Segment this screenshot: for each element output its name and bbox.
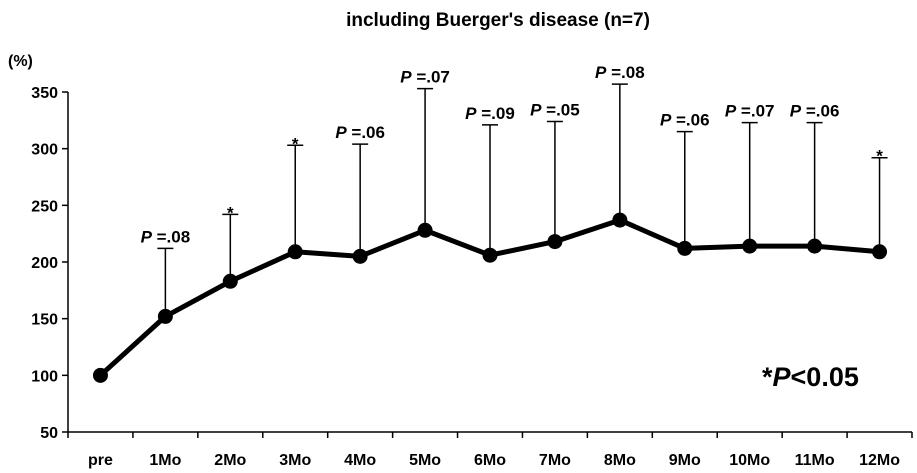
x-tick-label: 3Mo xyxy=(279,452,311,469)
x-tick-label: 1Mo xyxy=(149,452,181,469)
p-value-annotation: P =.06 xyxy=(660,111,710,130)
data-point xyxy=(417,222,433,238)
x-tick-label: pre xyxy=(88,452,113,469)
y-axis-unit: (%) xyxy=(8,53,33,70)
p-value-italic: P xyxy=(400,68,412,87)
p-value-text: =.06 xyxy=(671,111,709,130)
series xyxy=(92,83,888,383)
p-value-text: =.09 xyxy=(477,104,515,123)
significance-legend-prefix: * xyxy=(762,362,773,392)
p-value-italic: P xyxy=(725,102,737,121)
y-tick-label: 100 xyxy=(31,368,58,385)
p-value-text: =.07 xyxy=(412,68,450,87)
p-value-annotation: P =.08 xyxy=(141,227,191,246)
y-tick-label: 250 xyxy=(31,198,58,215)
data-point xyxy=(807,238,823,254)
data-point xyxy=(482,247,498,263)
p-value-text: =.08 xyxy=(606,63,644,82)
significance-legend-italic: P xyxy=(773,362,792,392)
x-tick-label: 2Mo xyxy=(214,452,246,469)
p-value-italic: P xyxy=(530,100,542,119)
data-point xyxy=(222,273,238,289)
significance-legend-suffix: <0.05 xyxy=(791,362,859,392)
x-tick-label: 7Mo xyxy=(539,452,571,469)
y-tick-label: 350 xyxy=(31,85,58,102)
y-tick-label: 300 xyxy=(31,142,58,159)
p-value-annotation: P =.07 xyxy=(400,68,450,87)
data-point xyxy=(872,244,888,260)
p-value-annotation: P =.05 xyxy=(530,100,580,119)
data-point xyxy=(612,212,628,228)
p-value-text: =.08 xyxy=(152,227,190,246)
x-tick-label: 11Mo xyxy=(795,452,835,469)
x-tick-label: 6Mo xyxy=(474,452,506,469)
x-tick-label: 9Mo xyxy=(669,452,701,469)
p-value-italic: P xyxy=(141,227,153,246)
p-value-text: =.06 xyxy=(801,102,839,121)
y-tick-label: 200 xyxy=(31,255,58,272)
p-value-text: =.07 xyxy=(736,102,774,121)
y-tick-label: 150 xyxy=(31,312,58,329)
y-tick-label: 50 xyxy=(40,425,58,442)
data-point xyxy=(92,367,108,383)
p-value-italic: P xyxy=(660,111,672,130)
x-tick-label: 12Mo xyxy=(859,452,900,469)
p-value-annotation: P =.06 xyxy=(790,102,840,121)
p-value-italic: P xyxy=(595,63,607,82)
annotations: P =.08**P =.06P =.07P =.09 P =.05P =.08P … xyxy=(141,63,884,246)
data-point xyxy=(677,240,693,256)
significance-asterisk: * xyxy=(227,203,234,222)
p-value-annotation: P =.09 xyxy=(465,104,515,123)
x-tick-label: 10Mo xyxy=(729,452,770,469)
data-point xyxy=(287,244,303,260)
p-value-italic: P xyxy=(335,123,347,142)
chart-title: including Buerger's disease (n=7) xyxy=(346,10,650,31)
p-value-annotation: P =.07 xyxy=(725,102,775,121)
data-point xyxy=(547,234,563,250)
data-point xyxy=(742,238,758,254)
p-value-italic: P xyxy=(790,102,802,121)
p-value-annotation: P =.06 xyxy=(335,123,385,142)
p-value-annotation: P =.08 xyxy=(595,63,645,82)
significance-asterisk: * xyxy=(292,134,299,153)
x-tick-label: 5Mo xyxy=(409,452,441,469)
x-tick-label: 4Mo xyxy=(344,452,376,469)
data-point xyxy=(352,248,368,264)
x-tick-label: 8Mo xyxy=(604,452,636,469)
p-value-italic: P xyxy=(465,104,477,123)
data-point xyxy=(157,308,173,324)
p-value-text: =.06 xyxy=(347,123,385,142)
significance-asterisk: * xyxy=(876,147,883,166)
significance-legend: *P<0.05 xyxy=(762,362,859,392)
p-value-text: =.05 xyxy=(541,100,579,119)
axes: 50 100 150 200 250 300 350 pre 1Mo 2Mo 3Mo 4Mo 5Mo 6M… xyxy=(31,85,913,469)
